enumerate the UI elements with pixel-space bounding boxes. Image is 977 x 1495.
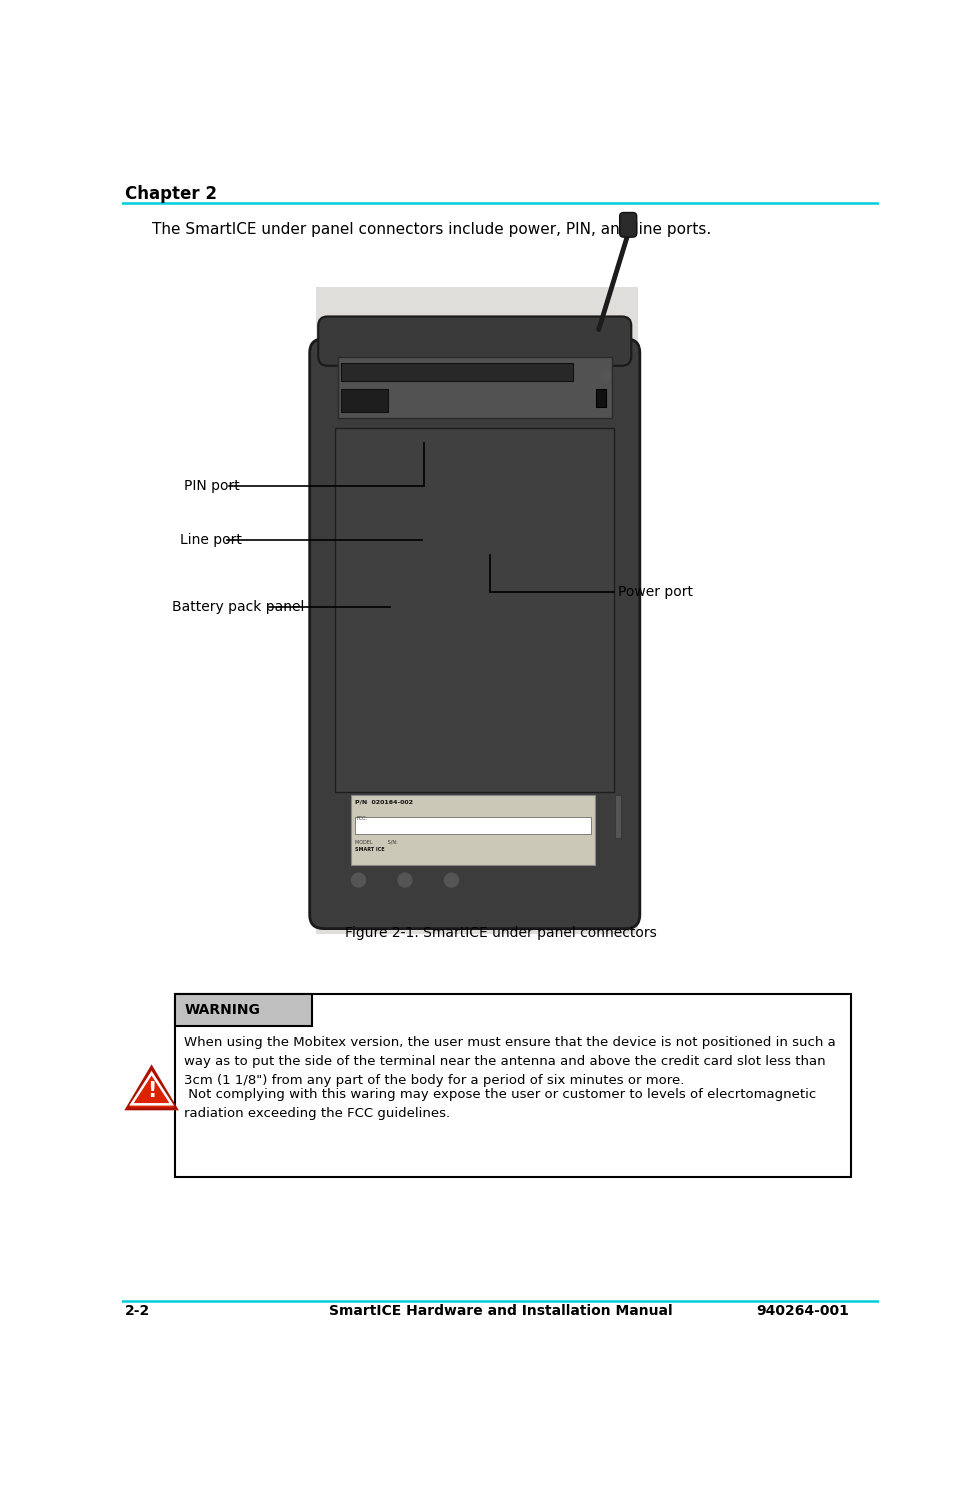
Bar xyxy=(351,795,595,864)
Bar xyxy=(175,994,851,1177)
Circle shape xyxy=(398,873,412,887)
Bar xyxy=(355,816,591,834)
Text: !: ! xyxy=(147,1081,156,1102)
Text: When using the Mobitex version, the user must ensure that the device is not posi: When using the Mobitex version, the user… xyxy=(184,1036,836,1087)
Text: 940264-001: 940264-001 xyxy=(756,1304,849,1319)
Bar xyxy=(175,994,312,1027)
FancyBboxPatch shape xyxy=(619,212,637,238)
Polygon shape xyxy=(127,1067,177,1109)
Text: WARNING: WARNING xyxy=(184,1003,260,1017)
Text: FCC:: FCC: xyxy=(357,816,367,821)
Text: Chapter 2: Chapter 2 xyxy=(125,185,217,203)
Text: Figure 2-1. SmartICE under panel connectors: Figure 2-1. SmartICE under panel connect… xyxy=(345,927,657,940)
Text: Power port: Power port xyxy=(618,585,693,599)
Bar xyxy=(596,389,606,407)
Circle shape xyxy=(445,873,458,887)
Bar xyxy=(335,428,615,791)
Bar xyxy=(341,389,388,413)
Text: 2-2: 2-2 xyxy=(125,1304,150,1319)
Circle shape xyxy=(352,873,365,887)
Text: SmartICE Hardware and Installation Manual: SmartICE Hardware and Installation Manua… xyxy=(329,1304,672,1319)
Text: The SmartICE under panel connectors include power, PIN, and line ports.: The SmartICE under panel connectors incl… xyxy=(152,221,711,236)
Text: Not complying with this waring may expose the user or customer to levels of elec: Not complying with this waring may expos… xyxy=(184,1088,817,1120)
Text: PIN port: PIN port xyxy=(184,478,240,493)
Text: P/N  020164-002: P/N 020164-002 xyxy=(355,800,412,804)
Text: Battery pack panel: Battery pack panel xyxy=(173,599,305,614)
Bar xyxy=(341,363,573,381)
Circle shape xyxy=(601,371,611,380)
Bar xyxy=(312,284,641,937)
Text: MODEL          S/N:: MODEL S/N: xyxy=(355,839,398,845)
FancyBboxPatch shape xyxy=(319,317,631,366)
Text: SMART ICE: SMART ICE xyxy=(355,846,384,852)
Text: Line port: Line port xyxy=(180,532,242,547)
Bar xyxy=(316,287,638,934)
FancyBboxPatch shape xyxy=(310,339,640,928)
Bar xyxy=(338,356,612,419)
Bar xyxy=(616,795,621,837)
